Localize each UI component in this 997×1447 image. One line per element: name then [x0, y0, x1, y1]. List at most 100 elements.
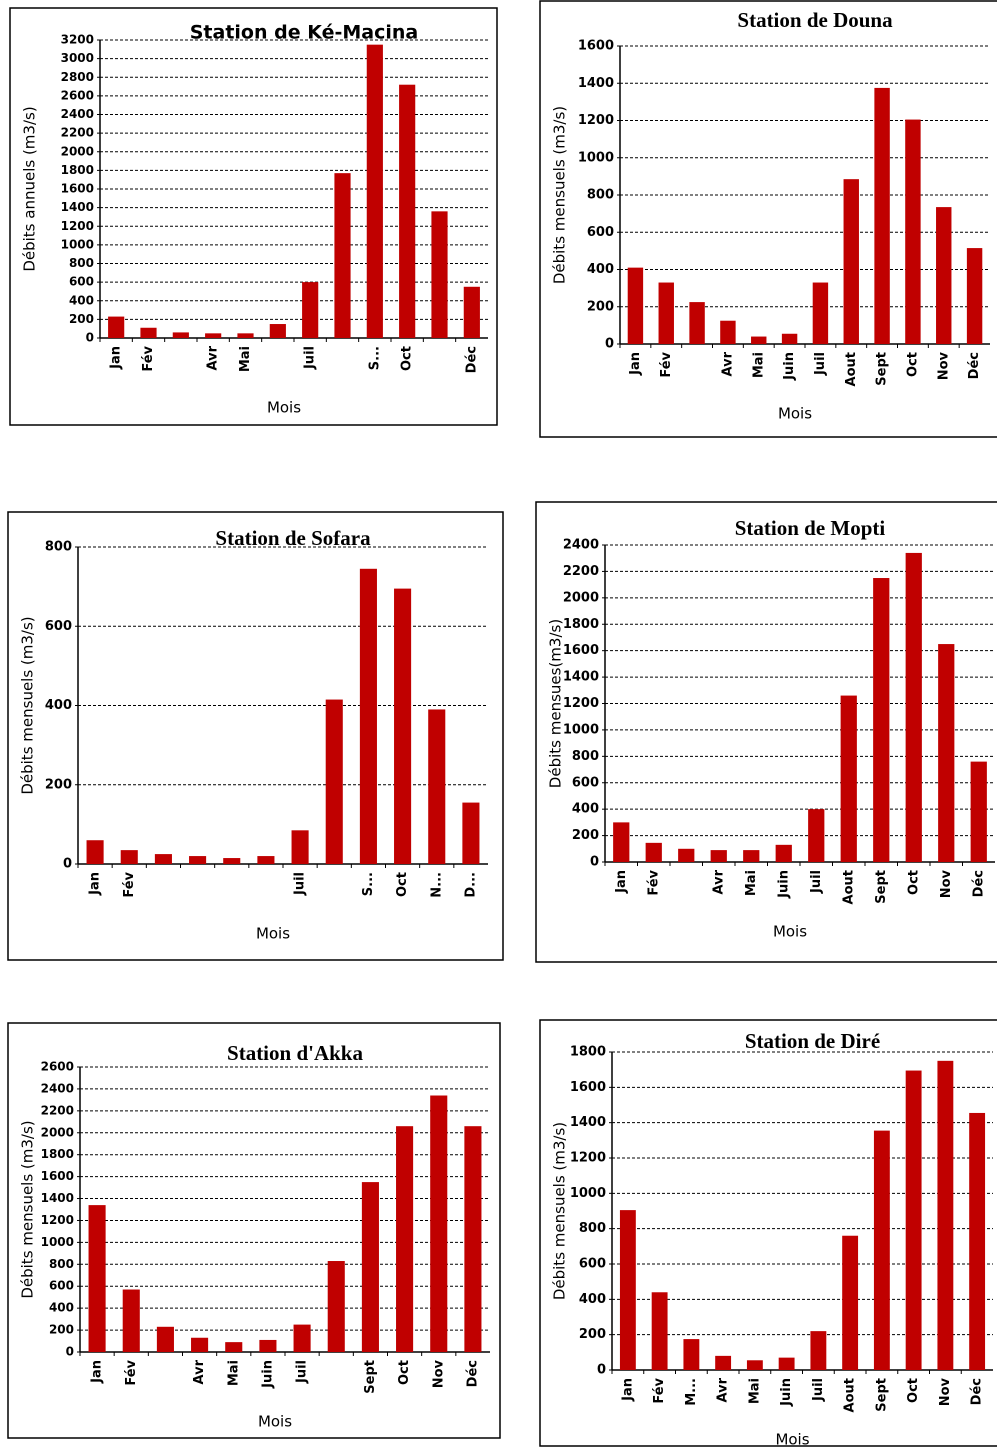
bar [651, 1292, 668, 1370]
bar [334, 173, 351, 338]
y-tick-label: 1200 [563, 696, 599, 711]
chart-title: Station d'Akka [227, 1041, 363, 1065]
bar [259, 1339, 277, 1352]
y-tick-label: 200 [587, 299, 614, 314]
bar [154, 854, 172, 864]
y-tick-label: 600 [579, 1257, 606, 1272]
bar [257, 856, 275, 864]
x-tick-label: Nov [431, 1359, 446, 1388]
x-tick-label: Nov [938, 1377, 953, 1406]
bar [689, 302, 705, 344]
bar [678, 848, 695, 862]
y-tick-label: 2600 [41, 1060, 74, 1074]
bar [937, 1060, 954, 1370]
y-tick-label: 2000 [61, 144, 94, 158]
x-tick-label: Fév [141, 345, 156, 371]
y-tick-label: 1200 [578, 113, 614, 128]
y-tick-label: 800 [579, 1221, 606, 1236]
y-axis-label: Débits annuels (m3/s) [21, 106, 39, 271]
x-tick-label: Fév [652, 1377, 667, 1403]
y-tick-label: 1400 [41, 1191, 74, 1205]
chart-title: Station de Sofara [215, 526, 371, 550]
bar [225, 1342, 243, 1352]
x-tick-label: Juin [782, 352, 797, 381]
bar [325, 699, 343, 864]
y-tick-label: 2200 [563, 564, 599, 579]
y-tick-label: 1000 [41, 1235, 74, 1249]
chart-title: Station de Ké-Macina [190, 22, 419, 44]
y-tick-label: 2000 [41, 1125, 74, 1139]
y-tick-label: 1000 [61, 237, 94, 251]
y-tick-label: 0 [605, 337, 614, 352]
x-tick-label: Avr [192, 1359, 207, 1384]
x-tick-label: Fév [646, 869, 661, 895]
x-tick-label: Fév [659, 351, 674, 377]
bar [645, 842, 662, 862]
x-tick-label: Oct [397, 1360, 412, 1385]
bar [683, 1339, 700, 1370]
bar [223, 858, 241, 864]
x-tick-label: Oct [395, 872, 410, 897]
y-tick-label: 400 [587, 262, 614, 277]
x-tick-label: Déc [464, 346, 479, 373]
y-tick-label: 1400 [578, 76, 614, 91]
y-tick-label: 400 [69, 293, 94, 307]
bar [840, 695, 857, 862]
y-tick-label: 800 [572, 749, 599, 764]
y-tick-label: 400 [579, 1292, 606, 1307]
x-tick-label: Mai [226, 1360, 241, 1386]
x-axis-label: Mois [256, 925, 290, 943]
x-tick-label: Mai [238, 346, 253, 372]
bar [396, 1126, 414, 1352]
bar [627, 267, 644, 344]
y-tick-label: 200 [572, 828, 599, 843]
x-tick-label: Jan [628, 352, 643, 376]
x-tick-label: Déc [465, 1360, 480, 1387]
chart-frame [539, 0, 997, 438]
y-tick-label: 1000 [563, 722, 599, 737]
y-tick-label: 2200 [61, 126, 94, 140]
bar [613, 822, 630, 862]
x-tick-label: Juin [260, 1360, 275, 1389]
y-axis-label: Débits mensuels (m3/s) [19, 616, 37, 794]
x-axis-label: Mois [258, 1413, 292, 1431]
x-tick-label: Juil [303, 346, 318, 370]
bar [812, 282, 829, 344]
bar [463, 286, 480, 338]
x-tick-label: Avr [711, 869, 726, 894]
bar [205, 333, 222, 338]
bar [172, 332, 189, 338]
y-tick-label: 1600 [41, 1169, 74, 1183]
bar [189, 856, 207, 864]
bar [361, 1182, 379, 1352]
chart-frame [535, 501, 997, 963]
x-tick-label: N... [429, 872, 444, 898]
y-tick-label: 3000 [61, 51, 94, 65]
x-tick-label: Sept [874, 1378, 889, 1412]
y-tick-label: 1400 [563, 670, 599, 685]
y-tick-label: 0 [597, 1363, 606, 1378]
bar [658, 282, 674, 344]
x-tick-label: Aout [841, 870, 856, 904]
x-tick-label: Jan [109, 346, 124, 370]
bar [936, 207, 952, 344]
y-tick-label: 1800 [570, 1045, 606, 1060]
chart-frame [9, 7, 498, 426]
y-tick-label: 1400 [570, 1115, 606, 1130]
bar [843, 179, 859, 344]
x-tick-label: Aout [843, 1378, 858, 1412]
y-tick-label: 1400 [61, 200, 94, 214]
y-tick-label: 400 [572, 802, 599, 817]
bar [746, 1360, 763, 1370]
bar [715, 1355, 732, 1370]
y-tick-label: 200 [49, 1323, 74, 1337]
x-tick-label: Sept [363, 1360, 378, 1394]
y-tick-label: 1200 [41, 1213, 74, 1227]
y-tick-label: 0 [66, 1345, 74, 1359]
x-tick-label: Mai [751, 352, 766, 378]
y-tick-label: 1600 [61, 182, 94, 196]
x-tick-label: Oct [400, 346, 415, 371]
x-tick-label: Déc [970, 1378, 985, 1405]
bar [428, 709, 446, 864]
